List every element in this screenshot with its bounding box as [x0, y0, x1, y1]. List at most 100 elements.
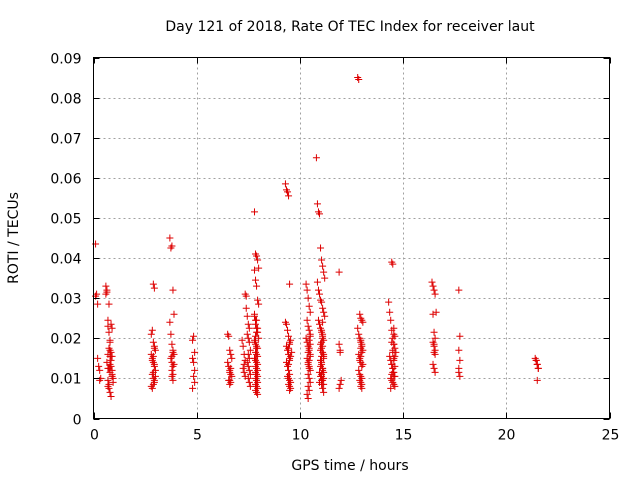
data-point — [455, 346, 463, 354]
data-point — [244, 362, 252, 370]
data-point — [94, 300, 102, 308]
data-point — [250, 266, 258, 274]
data-point — [108, 324, 116, 332]
data-point — [305, 336, 313, 344]
data-point — [317, 244, 325, 252]
data-point — [189, 354, 197, 362]
data-point — [336, 348, 344, 356]
data-point — [302, 280, 310, 288]
data-point — [303, 286, 311, 294]
data-point — [255, 264, 263, 272]
data-point — [391, 382, 399, 390]
data-point — [534, 364, 542, 372]
y-tick-label: 0.05 — [50, 212, 81, 228]
data-point — [285, 192, 293, 200]
data-point — [314, 316, 322, 324]
data-point — [106, 368, 114, 376]
data-point — [317, 346, 325, 354]
data-point — [319, 262, 327, 270]
data-point — [286, 340, 294, 348]
data-point — [150, 284, 158, 292]
data-point — [107, 356, 115, 364]
data-point — [245, 378, 253, 386]
data-point — [285, 366, 293, 374]
data-point — [316, 290, 324, 298]
data-point — [107, 348, 115, 356]
data-point — [318, 298, 326, 306]
data-point — [250, 310, 258, 318]
data-point — [245, 324, 253, 332]
data-point — [306, 378, 314, 386]
data-point — [253, 316, 261, 324]
data-point — [246, 370, 254, 378]
data-point — [318, 326, 326, 334]
data-point — [386, 308, 394, 316]
data-point — [319, 304, 327, 312]
data-point — [354, 324, 362, 332]
data-point — [390, 356, 398, 364]
data-point — [245, 338, 253, 346]
data-point — [253, 328, 261, 336]
data-point — [319, 384, 327, 392]
data-point — [357, 352, 365, 360]
data-point — [385, 298, 393, 306]
data-point — [243, 358, 251, 366]
x-axis-title: GPS time / hours — [291, 458, 408, 474]
data-point — [335, 384, 343, 392]
data-point — [304, 322, 312, 330]
data-point — [253, 282, 261, 290]
data-point — [149, 338, 157, 346]
data-point — [252, 320, 260, 328]
data-point — [149, 280, 157, 288]
data-point — [390, 372, 398, 380]
data-point — [335, 340, 343, 348]
data-point — [243, 330, 251, 338]
data-point — [319, 318, 327, 326]
data-point — [242, 292, 250, 300]
data-point — [314, 286, 322, 294]
data-point — [304, 394, 312, 402]
data-point — [356, 356, 364, 364]
data-point — [431, 334, 439, 342]
data-point — [390, 324, 398, 332]
data-point — [286, 356, 294, 364]
data-point — [355, 330, 363, 338]
data-point — [287, 352, 295, 360]
data-point — [166, 234, 174, 242]
data-point — [102, 282, 110, 290]
data-point — [429, 310, 437, 318]
data-point — [304, 348, 312, 356]
data-point — [166, 318, 174, 326]
data-point — [147, 330, 155, 338]
data-point — [190, 372, 198, 380]
data-point — [149, 380, 157, 388]
data-point — [455, 368, 463, 376]
data-point — [316, 210, 324, 218]
data-point — [320, 268, 328, 276]
data-point — [285, 360, 293, 368]
data-point — [103, 286, 111, 294]
y-tick-label: 0.03 — [50, 292, 81, 308]
data-point — [313, 278, 321, 286]
data-point — [226, 368, 234, 376]
data-point — [387, 316, 395, 324]
data-point — [169, 286, 177, 294]
data-point — [304, 360, 312, 368]
data-point — [108, 352, 116, 360]
data-point — [318, 352, 326, 360]
data-point — [94, 354, 102, 362]
data-point — [317, 356, 325, 364]
data-point — [431, 350, 439, 358]
data-point — [246, 346, 254, 354]
data-point — [305, 386, 313, 394]
data-point — [105, 328, 113, 336]
data-point — [252, 276, 260, 284]
data-point — [456, 332, 464, 340]
data-point — [170, 360, 178, 368]
data-point — [225, 332, 233, 340]
data-point — [167, 330, 175, 338]
data-point — [288, 348, 296, 356]
data-point — [303, 316, 311, 324]
data-point — [355, 366, 363, 374]
data-point — [532, 356, 540, 364]
